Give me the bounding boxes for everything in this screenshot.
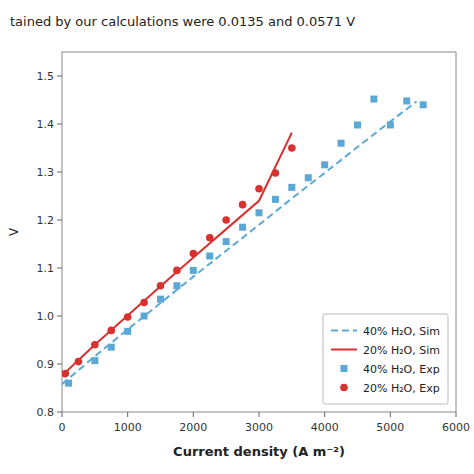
point [354,121,361,128]
y-tick [57,220,62,221]
point [140,299,148,307]
y-tick-label: 0.8 [37,406,55,419]
x-axis-label: Current density (A m⁻²) [173,444,345,459]
x-tick-label: 2000 [179,421,207,434]
point [107,327,115,335]
y-tick-label: 1.2 [37,214,55,227]
x-tick-label: 0 [59,421,66,434]
legend-label: 20% H₂O, Sim [363,344,440,357]
point [288,184,295,191]
point [173,282,180,289]
point [206,234,214,242]
title: tained by our calculations were 0.0135 a… [10,14,355,29]
x-tick-label: 6000 [442,421,470,434]
point [141,313,148,320]
y-tick-label: 1.1 [37,262,55,275]
line [62,133,292,376]
point [108,344,115,351]
x-tick [259,412,260,417]
point [173,267,181,275]
point [370,96,377,103]
point [91,357,98,364]
y-tick [57,268,62,269]
y-tick [57,172,62,173]
x-tick [390,412,391,417]
chart: tained by our calculations were 0.0135 a… [0,0,474,474]
point [239,224,246,231]
point [272,169,280,177]
point [387,121,394,128]
y-tick [57,316,62,317]
legend: 40% H₂O, Sim 20% H₂O, Sim 40% H₂O, Exp 20% … [323,314,448,404]
point [206,253,213,260]
legend-swatch [340,365,347,372]
x-tick [456,412,457,417]
point [124,313,132,321]
point [65,380,72,387]
legend-box [323,314,448,404]
point [75,358,83,366]
y-tick [57,412,62,413]
legend-swatch [331,349,357,351]
point [222,216,230,224]
point [223,238,230,245]
y-axis-label: V [7,227,21,236]
x-tick [62,412,63,417]
point [256,209,263,216]
point [239,201,247,209]
point [338,140,345,147]
point [305,174,312,181]
y-tick-label: 1.0 [37,310,55,323]
point [157,282,165,290]
legend-swatch [340,384,348,392]
y-tick-label: 0.9 [37,358,55,371]
x-tick [193,412,194,417]
point [255,185,263,193]
point [190,267,197,274]
point [124,328,131,335]
legend-label: 20% H₂O, Exp [363,382,440,395]
y-tick [57,76,62,77]
x-tick [324,412,325,417]
point [288,144,296,152]
point [62,370,69,378]
legend-swatch [331,330,357,332]
y-tick-label: 1.3 [37,166,55,179]
legend-label: 40% H₂O, Sim [363,325,440,338]
point [420,101,427,108]
y-tick-label: 1.4 [37,118,55,131]
axes: 0 1000 2000 3000 4000 5000 6000 0.8 0.9 1.0 1.1 1.2… [37,70,471,434]
y-tick-label: 1.5 [37,70,55,83]
plot-frame [62,52,456,412]
x-tick [127,412,128,417]
y-tick [57,364,62,365]
x-tick-label: 5000 [376,421,404,434]
point [91,341,99,349]
y-tick [57,124,62,125]
point [157,296,164,303]
x-tick-label: 3000 [245,421,273,434]
point [403,97,410,104]
point [190,250,198,258]
point [321,161,328,168]
x-tick-label: 1000 [114,421,142,434]
point [272,196,279,203]
legend-label: 40% H₂O, Exp [363,363,440,376]
x-tick-label: 4000 [311,421,339,434]
